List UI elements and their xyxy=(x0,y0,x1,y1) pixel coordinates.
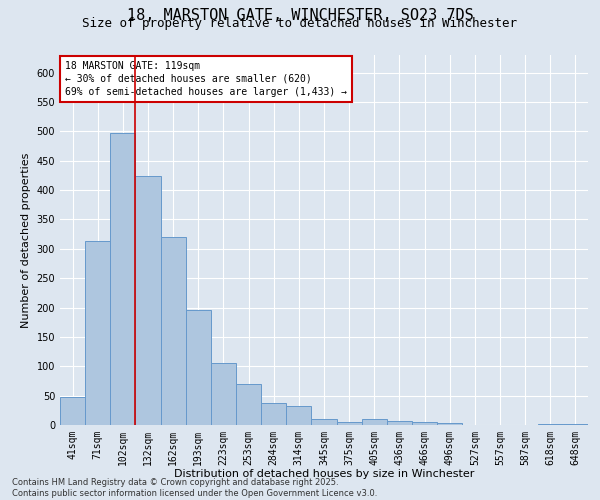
X-axis label: Distribution of detached houses by size in Winchester: Distribution of detached houses by size … xyxy=(174,470,474,480)
Bar xyxy=(337,422,362,425)
Text: Contains HM Land Registry data © Crown copyright and database right 2025.
Contai: Contains HM Land Registry data © Crown c… xyxy=(12,478,377,498)
Bar xyxy=(186,310,211,425)
Bar xyxy=(236,384,261,425)
Bar xyxy=(110,133,136,425)
Bar xyxy=(437,423,462,425)
Y-axis label: Number of detached properties: Number of detached properties xyxy=(21,152,31,328)
Text: Size of property relative to detached houses in Winchester: Size of property relative to detached ho… xyxy=(83,18,517,30)
Bar xyxy=(211,364,236,425)
Bar xyxy=(387,421,412,425)
Bar xyxy=(261,402,286,425)
Text: 18, MARSTON GATE, WINCHESTER, SO23 7DS: 18, MARSTON GATE, WINCHESTER, SO23 7DS xyxy=(127,8,473,22)
Bar xyxy=(311,419,337,425)
Bar xyxy=(286,406,311,425)
Bar xyxy=(85,241,110,425)
Bar xyxy=(362,418,387,425)
Text: 18 MARSTON GATE: 119sqm
← 30% of detached houses are smaller (620)
69% of semi-d: 18 MARSTON GATE: 119sqm ← 30% of detache… xyxy=(65,60,347,97)
Bar xyxy=(563,424,588,425)
Bar xyxy=(136,176,161,425)
Bar xyxy=(412,422,437,425)
Bar xyxy=(538,424,563,425)
Bar xyxy=(60,398,85,425)
Bar xyxy=(161,237,186,425)
